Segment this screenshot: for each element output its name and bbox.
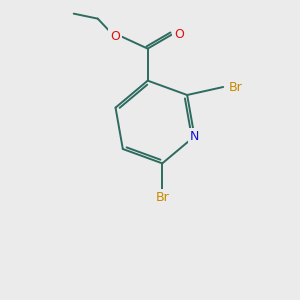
Text: O: O	[174, 28, 184, 41]
Text: N: N	[190, 130, 199, 143]
Text: O: O	[110, 30, 120, 43]
Text: Br: Br	[228, 80, 242, 94]
Text: Br: Br	[155, 191, 169, 204]
